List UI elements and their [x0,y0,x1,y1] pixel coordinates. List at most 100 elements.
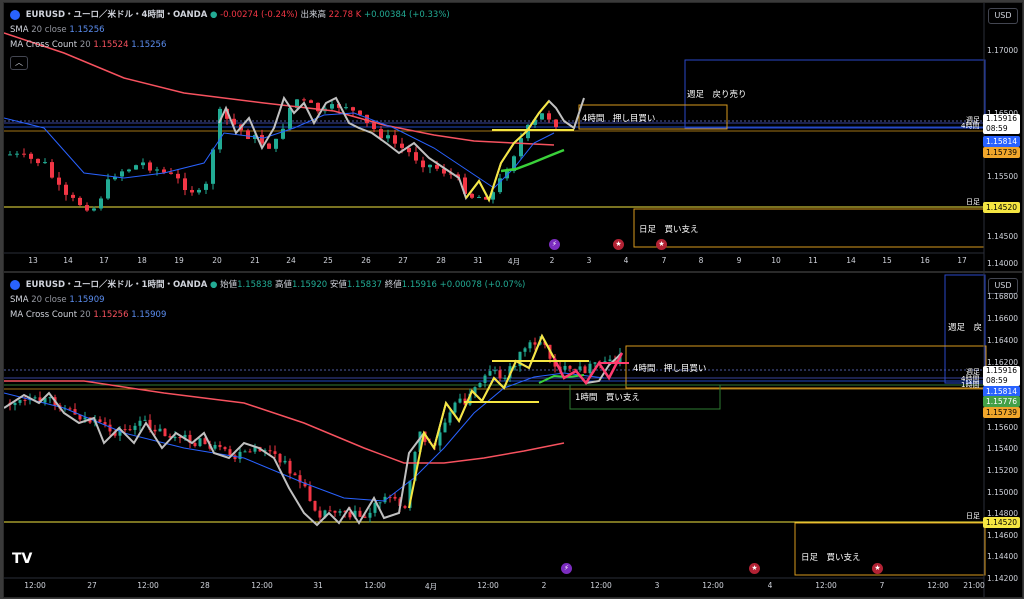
price-plot-4h[interactable] [4,3,1022,271]
candle-body [120,171,124,177]
x-axis-tick-label: 12:00 [702,581,724,590]
candle-body [438,432,442,446]
y-axis-tick-label: 1.16600 [986,314,1018,323]
candle-body [568,365,572,369]
candle-body [533,342,537,345]
ma-value-2: 1.15256 [131,40,167,50]
price-change: -0.00274 (-0.24%) [220,10,298,20]
weekly-sell-label: 週足 戻 [948,323,983,333]
candle-body [442,168,446,174]
candle-body [528,342,532,349]
candle-body [323,510,327,518]
candle-body [449,173,453,175]
candle-body [193,442,197,447]
x-axis-tick-label: 12:00 [477,581,499,590]
symbol-legend: EURUSD・ユーロ／米ドル・1時間・OANDA ● 始値1.15838 高値1… [10,278,525,290]
us-flag-icon[interactable]: ★ [613,239,624,250]
candle-body [203,438,207,445]
candle-body [458,398,462,403]
collapse-legend-button[interactable]: ︿ [10,56,28,70]
candle-body [113,431,117,436]
y-axis-tick-label: 1.14800 [986,509,1018,518]
x-axis-tick-label: 21 [250,256,260,265]
volume-label: 出来高 [300,10,326,20]
symbol-icon [10,9,20,20]
y-axis-tick-label: 1.14500 [986,232,1018,241]
us-flag-icon[interactable]: ★ [656,239,667,250]
level-label-weekly: 週足 [966,116,980,124]
candle-body [173,437,177,439]
candle-body [211,149,215,184]
candle-body [273,451,277,454]
candle-body [198,438,202,447]
x-axis-tick-label: 27 [398,256,408,265]
lightning-icon[interactable]: ⚡ [561,563,572,574]
candle-body [368,512,372,518]
price-plot-1h[interactable] [4,273,1022,597]
sma-label: SMA [10,295,29,305]
ma-cross-legend[interactable]: MA Cross Count 20 1.15256 1.15909 [10,310,166,320]
x-axis-tick-label: 31 [313,581,323,590]
candle-body [178,437,182,439]
daily-support-label: 日足 買い支え [639,225,699,235]
candle-body [8,154,12,156]
tradingview-logo[interactable]: TV [12,551,33,567]
us-flag-icon[interactable]: ★ [749,563,760,574]
candle-body [498,370,502,379]
sma-legend[interactable]: SMA 20 close 1.15909 [10,295,105,305]
symbol-title[interactable]: EURUSD・ユーロ／米ドル・1時間・OANDA [25,280,208,290]
x-axis-tick-label: 4月 [424,582,438,591]
candle-body [318,510,322,518]
sma-label: SMA [10,25,29,35]
ma-params: 20 [79,40,91,50]
candle-body [138,420,142,426]
candle-body [123,429,127,431]
us-flag-icon[interactable]: ★ [872,563,883,574]
green-level-tag: 1.15776 [982,396,1020,407]
candle-body [388,496,392,498]
ma-value-1: 1.15524 [93,40,129,50]
high-value: 1.15920 [292,280,328,290]
candle-body [351,107,355,111]
symbol-icon [10,279,20,290]
low-label: 安値 [329,280,347,290]
candle-body [18,399,22,403]
candle-body [400,143,404,148]
sma-legend[interactable]: SMA 20 close 1.15256 [10,25,105,35]
currency-button[interactable]: USD [988,8,1018,24]
x-axis-tick-label: 12:00 [251,581,273,590]
candle-body [363,516,367,518]
candle-body [588,363,592,374]
candle-body [358,510,362,517]
candle-body [50,162,54,178]
candle-body [456,174,460,178]
candle-body [303,482,307,487]
candle-body [176,173,180,179]
x-axis-tick-label: 14 [63,256,73,265]
volume-value: 22.78 K [328,10,362,20]
x-axis-tick-label: 8 [698,256,704,265]
candle-body [133,425,137,430]
candle-body [213,444,217,449]
current-price: 1.15916 [985,366,1017,375]
chart-pane-1h[interactable]: EURUSD・ユーロ／米ドル・1時間・OANDA ● 始値1.15838 高値1… [3,272,1023,598]
x-axis-tick-label: 17 [99,256,109,265]
candle-body [330,104,334,109]
candle-body [278,453,282,463]
lightning-icon[interactable]: ⚡ [549,239,560,250]
ma-cross-legend[interactable]: MA Cross Count 20 1.15524 1.15256 [10,40,166,50]
symbol-title[interactable]: EURUSD・ユーロ／米ドル・4時間・OANDA [25,10,208,20]
candle-body [353,510,357,518]
candle-body [260,135,264,144]
x-axis-tick-label: 25 [323,256,333,265]
currency-button[interactable]: USD [988,278,1018,294]
candle-body [57,177,61,185]
y-axis-tick-label: 1.15000 [986,488,1018,497]
chart-pane-4h[interactable]: EURUSD・ユーロ／米ドル・4時間・OANDA ● -0.00274 (-0.… [3,2,1023,272]
weekly-zone-box [684,59,986,129]
candle-body [518,351,522,367]
yellow-zigzag-line [465,100,550,203]
candle-body [158,428,162,432]
candle-body [118,429,122,436]
candle-body [92,208,96,211]
